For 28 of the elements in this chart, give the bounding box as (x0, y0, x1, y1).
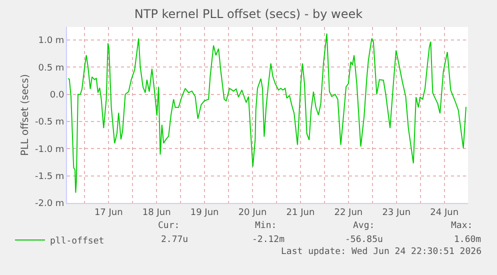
x-tick-label: 22 Jun (334, 208, 363, 218)
text: 1.60m (454, 235, 482, 245)
text: Min: (255, 221, 277, 231)
text: Cur: (158, 221, 180, 231)
x-tick-label: 18 Jun (142, 208, 171, 218)
chart-title: NTP kernel PLL offset (secs) - by week (134, 7, 363, 22)
text: Last update: Wed Jun 24 22:30:51 2026 (281, 247, 482, 257)
x-tick-label: 20 Jun (238, 208, 267, 218)
x-tick-label: 21 Jun (286, 208, 315, 218)
x-tick-label: 24 Jun (430, 208, 459, 218)
y-tick-label: 0.5 m (38, 63, 64, 74)
text: 2.77u (161, 235, 188, 245)
x-tick-label: 23 Jun (382, 208, 411, 218)
x-tick-label: 19 Jun (190, 208, 219, 218)
x-tick-label: 17 Jun (94, 208, 123, 218)
y-axis-title: PLL offset (secs) (20, 74, 31, 156)
y-tick-label: 1.0 m (38, 36, 64, 46)
y-tick-label: -0.5 m (34, 118, 64, 128)
y-tick-label: -1.0 m (34, 144, 64, 155)
y-tick-label: 0.0 (50, 90, 64, 101)
text: -2.12m (252, 235, 285, 245)
text: Max: (451, 221, 473, 231)
line-series (68, 33, 466, 194)
legend-label: pll-offset (50, 236, 104, 247)
y-tick-label: -2.0 m (34, 199, 64, 210)
y-tick-label: -1.5 m (34, 172, 64, 182)
text: Avg: (353, 221, 375, 231)
text: -56.85u (345, 235, 383, 245)
